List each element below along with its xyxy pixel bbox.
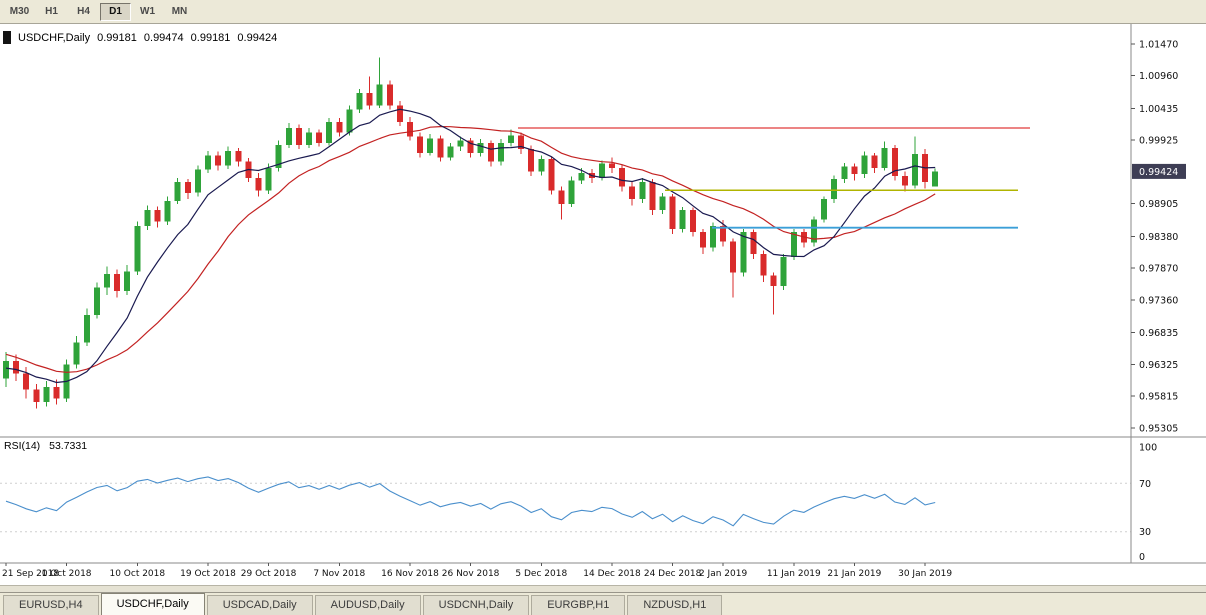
date-axis-label: 29 Oct 2018 [241,569,297,579]
close-value: 0.99424 [237,31,278,44]
rsi-axis-label: 0 [1139,552,1145,563]
price-axis-label: 1.00435 [1139,104,1178,115]
rsi-indicator-label: RSI(14) 53.7331 [4,440,93,452]
chart-tab-nzdusd-h1[interactable]: NZDUSD,H1 [627,595,723,615]
chart-ohlc-label: USDCHF,Daily 0.99181 0.99474 0.99181 0.9… [3,31,284,44]
price-axis-label: 0.97870 [1139,264,1178,275]
open-value: 0.99181 [97,31,137,44]
date-axis-label: 21 Jan 2019 [827,569,881,579]
date-axis-label: 7 Nov 2018 [313,569,365,579]
current-price-value: 0.99424 [1139,167,1178,178]
ma-navy-fast-line [5,108,936,384]
symbol-timeframe-label: USDCHF,Daily [18,31,91,44]
price-axis-label: 0.98380 [1139,232,1178,243]
timeframe-button-mn[interactable]: MN [164,3,195,21]
chart-tab-eurusd-h4[interactable]: EURUSD,H4 [3,595,99,615]
chart-marker-icon [3,31,11,44]
price-axis-label: 0.97360 [1139,295,1178,306]
date-axis-label: 30 Jan 2019 [898,569,952,579]
horizontal-scrollbar[interactable] [0,585,1206,592]
chart-tabs: EURUSD,H4 USDCHF,Daily USDCAD,Daily AUDUSD,… [0,592,1206,615]
price-axis-label: 0.96325 [1139,360,1178,371]
date-axis-label: 24 Dec 2018 [644,569,702,579]
date-axis-label: 21 Sep 2018 [2,569,59,579]
low-value: 0.99181 [190,31,231,44]
chart-tab-usdcad-daily[interactable]: USDCAD,Daily [206,595,313,615]
high-value: 0.99474 [143,31,184,44]
current-price-badge [1132,163,1186,179]
date-axis-label: 10 Oct 2018 [109,569,165,579]
chart-tab-audusd-daily[interactable]: AUDUSD,Daily [314,595,421,615]
timeframe-toolbar: M30 H1 H4 D1 W1 MN [0,0,1206,24]
chart-area[interactable]: 1.01470 1.00960 1.00435 0.99925 0.98905 0.983… [0,24,1206,585]
chart-canvas[interactable]: 1.01470 1.00960 1.00435 0.99925 0.98905 0.983… [0,24,1206,585]
rsi-axis-label: 70 [1139,479,1151,490]
date-axis-label: 16 Nov 2018 [381,569,439,579]
price-axis-label: 0.99925 [1139,136,1178,147]
timeframe-button-w1[interactable]: W1 [132,3,163,21]
rsi-name: RSI(14) [4,440,41,452]
ma-red-slow-line [5,125,936,373]
price-axis-label: 0.98905 [1139,199,1178,210]
chart-tab-usdchf-daily[interactable]: USDCHF,Daily [100,593,205,615]
date-axis-label: 14 Dec 2018 [583,569,641,579]
price-axis-label: 1.00960 [1139,71,1178,82]
date-axis-label: 26 Nov 2018 [442,569,500,579]
price-axis-label: 0.95815 [1139,392,1178,403]
rsi-value: 53.7331 [49,440,88,452]
date-axis-label: 1 Oct 2018 [42,569,92,579]
date-axis-label: 19 Oct 2018 [180,569,236,579]
timeframe-button-h1[interactable]: H1 [36,3,67,21]
timeframe-button-d1[interactable]: D1 [100,2,131,21]
chart-tab-usdcnh-daily[interactable]: USDCNH,Daily [422,595,530,615]
chart-tab-eurgbp-h1[interactable]: EURGBP,H1 [531,595,626,615]
price-axis-label: 1.01470 [1139,39,1178,50]
date-axis-label: 5 Dec 2018 [515,569,567,579]
date-axis-label: 11 Jan 2019 [767,569,821,579]
candlestick-series [3,57,939,409]
date-axis-label: 2 Jan 2019 [699,569,747,579]
price-axis[interactable]: 1.01470 1.00960 1.00435 0.99925 0.98905 0.983… [1131,39,1178,434]
timeframe-button-h4[interactable]: H4 [68,3,99,21]
timeframe-button-m30[interactable]: M30 [4,3,35,21]
rsi-line [5,476,936,527]
rsi-axis-label: 100 [1139,443,1157,454]
pane-dividers [0,24,1206,564]
price-axis-label: 0.96835 [1139,328,1178,339]
rsi-axis-label: 30 [1139,527,1151,538]
price-axis-label: 0.95305 [1139,423,1178,434]
